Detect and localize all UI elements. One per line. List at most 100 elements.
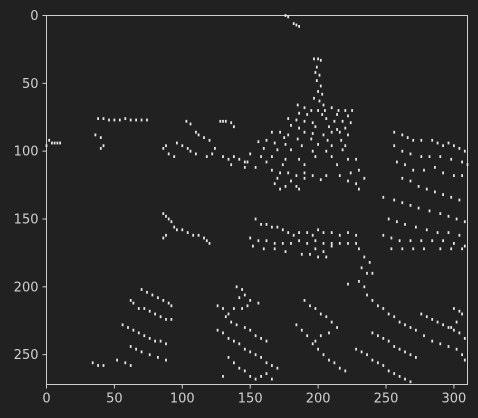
data-point xyxy=(447,231,450,234)
data-point xyxy=(317,109,319,112)
data-point xyxy=(396,220,398,224)
data-point xyxy=(347,242,349,245)
data-point xyxy=(195,152,197,156)
data-point xyxy=(56,141,59,145)
data-point xyxy=(246,160,249,164)
data-point xyxy=(151,293,154,297)
data-point xyxy=(425,228,428,232)
data-point xyxy=(317,347,319,351)
data-point xyxy=(157,296,159,300)
data-point xyxy=(284,14,287,17)
data-point xyxy=(404,223,406,226)
data-point xyxy=(330,242,333,245)
data-point xyxy=(401,247,404,251)
data-point xyxy=(129,299,132,302)
data-point xyxy=(222,119,224,123)
data-point xyxy=(116,358,118,362)
data-point xyxy=(366,293,368,297)
data-point xyxy=(322,250,325,253)
data-point xyxy=(406,136,409,139)
data-point xyxy=(338,233,341,237)
data-point xyxy=(396,160,398,164)
data-point xyxy=(436,141,439,145)
data-point xyxy=(260,337,262,340)
data-point xyxy=(154,312,156,316)
data-point xyxy=(214,147,216,150)
data-point xyxy=(127,326,129,329)
data-point xyxy=(271,155,273,158)
data-point xyxy=(303,163,306,167)
data-point xyxy=(311,233,314,237)
data-point xyxy=(249,328,252,332)
data-point xyxy=(428,155,431,158)
data-point xyxy=(148,353,151,357)
y-tick-label: 100 xyxy=(14,145,39,160)
data-point xyxy=(271,364,273,367)
data-point xyxy=(300,144,303,148)
data-point xyxy=(319,84,322,88)
data-point xyxy=(401,149,404,153)
data-point xyxy=(371,299,374,302)
data-point xyxy=(224,119,227,123)
data-point xyxy=(233,307,235,310)
data-point xyxy=(170,318,173,321)
data-point xyxy=(328,125,330,129)
x-tick-label: 250 xyxy=(374,392,399,407)
data-point xyxy=(222,155,224,158)
data-point xyxy=(290,148,292,152)
data-point xyxy=(317,228,319,232)
data-point xyxy=(347,282,349,286)
data-point xyxy=(298,239,300,243)
data-point xyxy=(355,242,357,245)
data-point xyxy=(257,140,260,144)
data-point xyxy=(284,157,287,161)
data-point xyxy=(450,157,453,161)
data-point xyxy=(330,231,333,234)
x-tick-label: 150 xyxy=(238,392,263,407)
data-point xyxy=(313,57,315,61)
data-point xyxy=(311,149,314,153)
data-point xyxy=(167,301,170,305)
data-point xyxy=(276,225,279,229)
data-point xyxy=(317,143,319,146)
data-point xyxy=(377,334,379,338)
x-tick-label: 50 xyxy=(106,392,123,407)
data-point xyxy=(453,144,455,148)
data-point xyxy=(371,271,374,275)
data-point xyxy=(227,157,230,161)
data-point xyxy=(310,137,313,141)
data-point xyxy=(306,113,309,116)
data-point xyxy=(434,166,436,169)
data-point xyxy=(137,307,140,310)
data-point xyxy=(325,117,328,120)
data-point xyxy=(298,111,300,115)
data-point xyxy=(249,236,252,240)
data-point xyxy=(315,65,318,69)
data-point xyxy=(344,126,347,130)
data-point xyxy=(48,138,51,142)
data-point xyxy=(458,331,461,335)
data-point xyxy=(290,179,292,183)
data-point xyxy=(306,242,309,245)
data-point xyxy=(279,171,281,175)
data-point xyxy=(328,358,330,362)
data-point xyxy=(453,328,455,332)
data-point xyxy=(233,339,235,343)
data-point xyxy=(318,99,321,103)
data-point xyxy=(298,231,300,234)
data-point xyxy=(192,233,195,237)
data-point xyxy=(273,247,276,251)
data-point xyxy=(455,320,458,324)
data-point xyxy=(271,377,273,381)
data-point xyxy=(404,323,406,327)
data-point xyxy=(94,133,97,137)
data-point xyxy=(241,307,243,310)
data-point xyxy=(382,233,385,237)
data-point xyxy=(333,119,336,123)
data-point xyxy=(377,361,379,365)
data-point xyxy=(315,79,318,82)
data-point xyxy=(159,315,162,319)
data-point xyxy=(321,113,324,116)
data-point xyxy=(292,233,295,237)
data-point xyxy=(328,331,330,335)
